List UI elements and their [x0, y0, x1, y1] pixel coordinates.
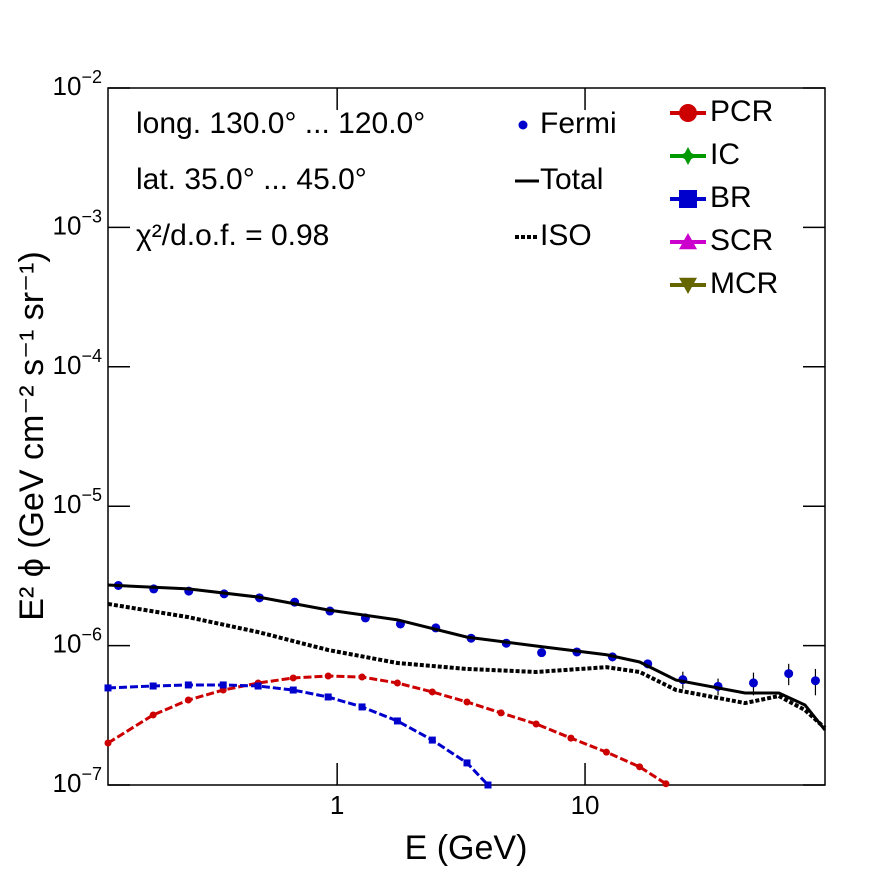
y-tick-label: 10−3 [53, 206, 102, 240]
y-tick-base: 10 [53, 628, 82, 658]
data-point [104, 684, 112, 692]
y-tick-exponent: −6 [81, 624, 102, 644]
legend-label: Fermi [540, 107, 617, 140]
legend-label: IC [710, 138, 740, 171]
y-tick-exponent: −5 [81, 485, 102, 505]
legend-label: ISO [540, 219, 592, 252]
data-point [636, 763, 644, 771]
data-point [463, 759, 471, 767]
data-point [428, 688, 436, 696]
legend-label: BR [710, 181, 752, 214]
data-point [602, 748, 610, 756]
data-point [567, 734, 575, 742]
data-point [149, 711, 157, 719]
series-line [107, 601, 827, 730]
data-point [428, 736, 436, 744]
series-line [107, 583, 827, 731]
legend-symbol [679, 277, 697, 294]
annotation: lat. 35.0° ... 45.0° [136, 163, 367, 196]
data-point [393, 679, 401, 687]
data-point [393, 717, 401, 725]
data-point [184, 696, 192, 704]
y-tick-exponent: −4 [81, 346, 102, 366]
data-point [219, 681, 227, 689]
data-point [662, 780, 670, 788]
y-tick-base: 10 [53, 71, 82, 101]
data-point [810, 676, 820, 686]
y-tick-base: 10 [53, 768, 82, 798]
y-tick-label: 10−6 [53, 624, 102, 658]
legend-symbol [518, 120, 528, 130]
data-point [104, 739, 112, 747]
data-point [358, 703, 366, 711]
data-point [289, 674, 297, 682]
data-point [254, 682, 262, 690]
annotation: long. 130.0° ... 120.0° [136, 107, 425, 140]
legend-symbol [679, 104, 697, 122]
annotation: χ²/d.o.f. = 0.98 [136, 219, 329, 252]
data-point [324, 693, 332, 701]
legend-label: MCR [710, 267, 778, 300]
y-axis-title: E² ϕ (GeV cm⁻² s⁻¹ sr⁻¹) [13, 251, 51, 620]
data-point [184, 681, 192, 689]
data-point [532, 720, 540, 728]
y-tick-base: 10 [53, 350, 82, 380]
y-tick-label: 10−2 [53, 67, 102, 101]
data-point [463, 698, 471, 706]
y-tick-exponent: −7 [81, 764, 102, 784]
y-tick-base: 10 [53, 210, 82, 240]
legend-symbol [679, 190, 697, 208]
data-point [289, 686, 297, 694]
y-tick-exponent: −3 [81, 206, 102, 226]
legend-label: SCR [710, 224, 773, 257]
y-tick-label: 10−5 [53, 485, 102, 519]
x-tick-label: 1 [330, 790, 344, 820]
data-point [358, 673, 366, 681]
y-tick-label: 10−7 [53, 764, 102, 798]
data-point [324, 672, 332, 680]
legend-label: PCR [710, 95, 773, 128]
legend-label: Total [540, 163, 603, 196]
data-point [537, 648, 547, 658]
y-tick-exponent: −2 [81, 67, 102, 87]
data-point [784, 669, 794, 679]
legend-symbol [679, 233, 697, 250]
plot-frame [107, 87, 826, 786]
data-point [748, 678, 758, 688]
data-point [497, 709, 505, 717]
y-tick-base: 10 [53, 489, 82, 519]
data-point [149, 682, 157, 690]
data-point [484, 781, 492, 789]
x-tick-label: 10 [571, 790, 600, 820]
y-tick-label: 10−4 [53, 346, 102, 380]
series-line [107, 683, 490, 787]
x-axis-title: E (GeV) [405, 829, 528, 867]
legend-symbol [679, 147, 697, 165]
